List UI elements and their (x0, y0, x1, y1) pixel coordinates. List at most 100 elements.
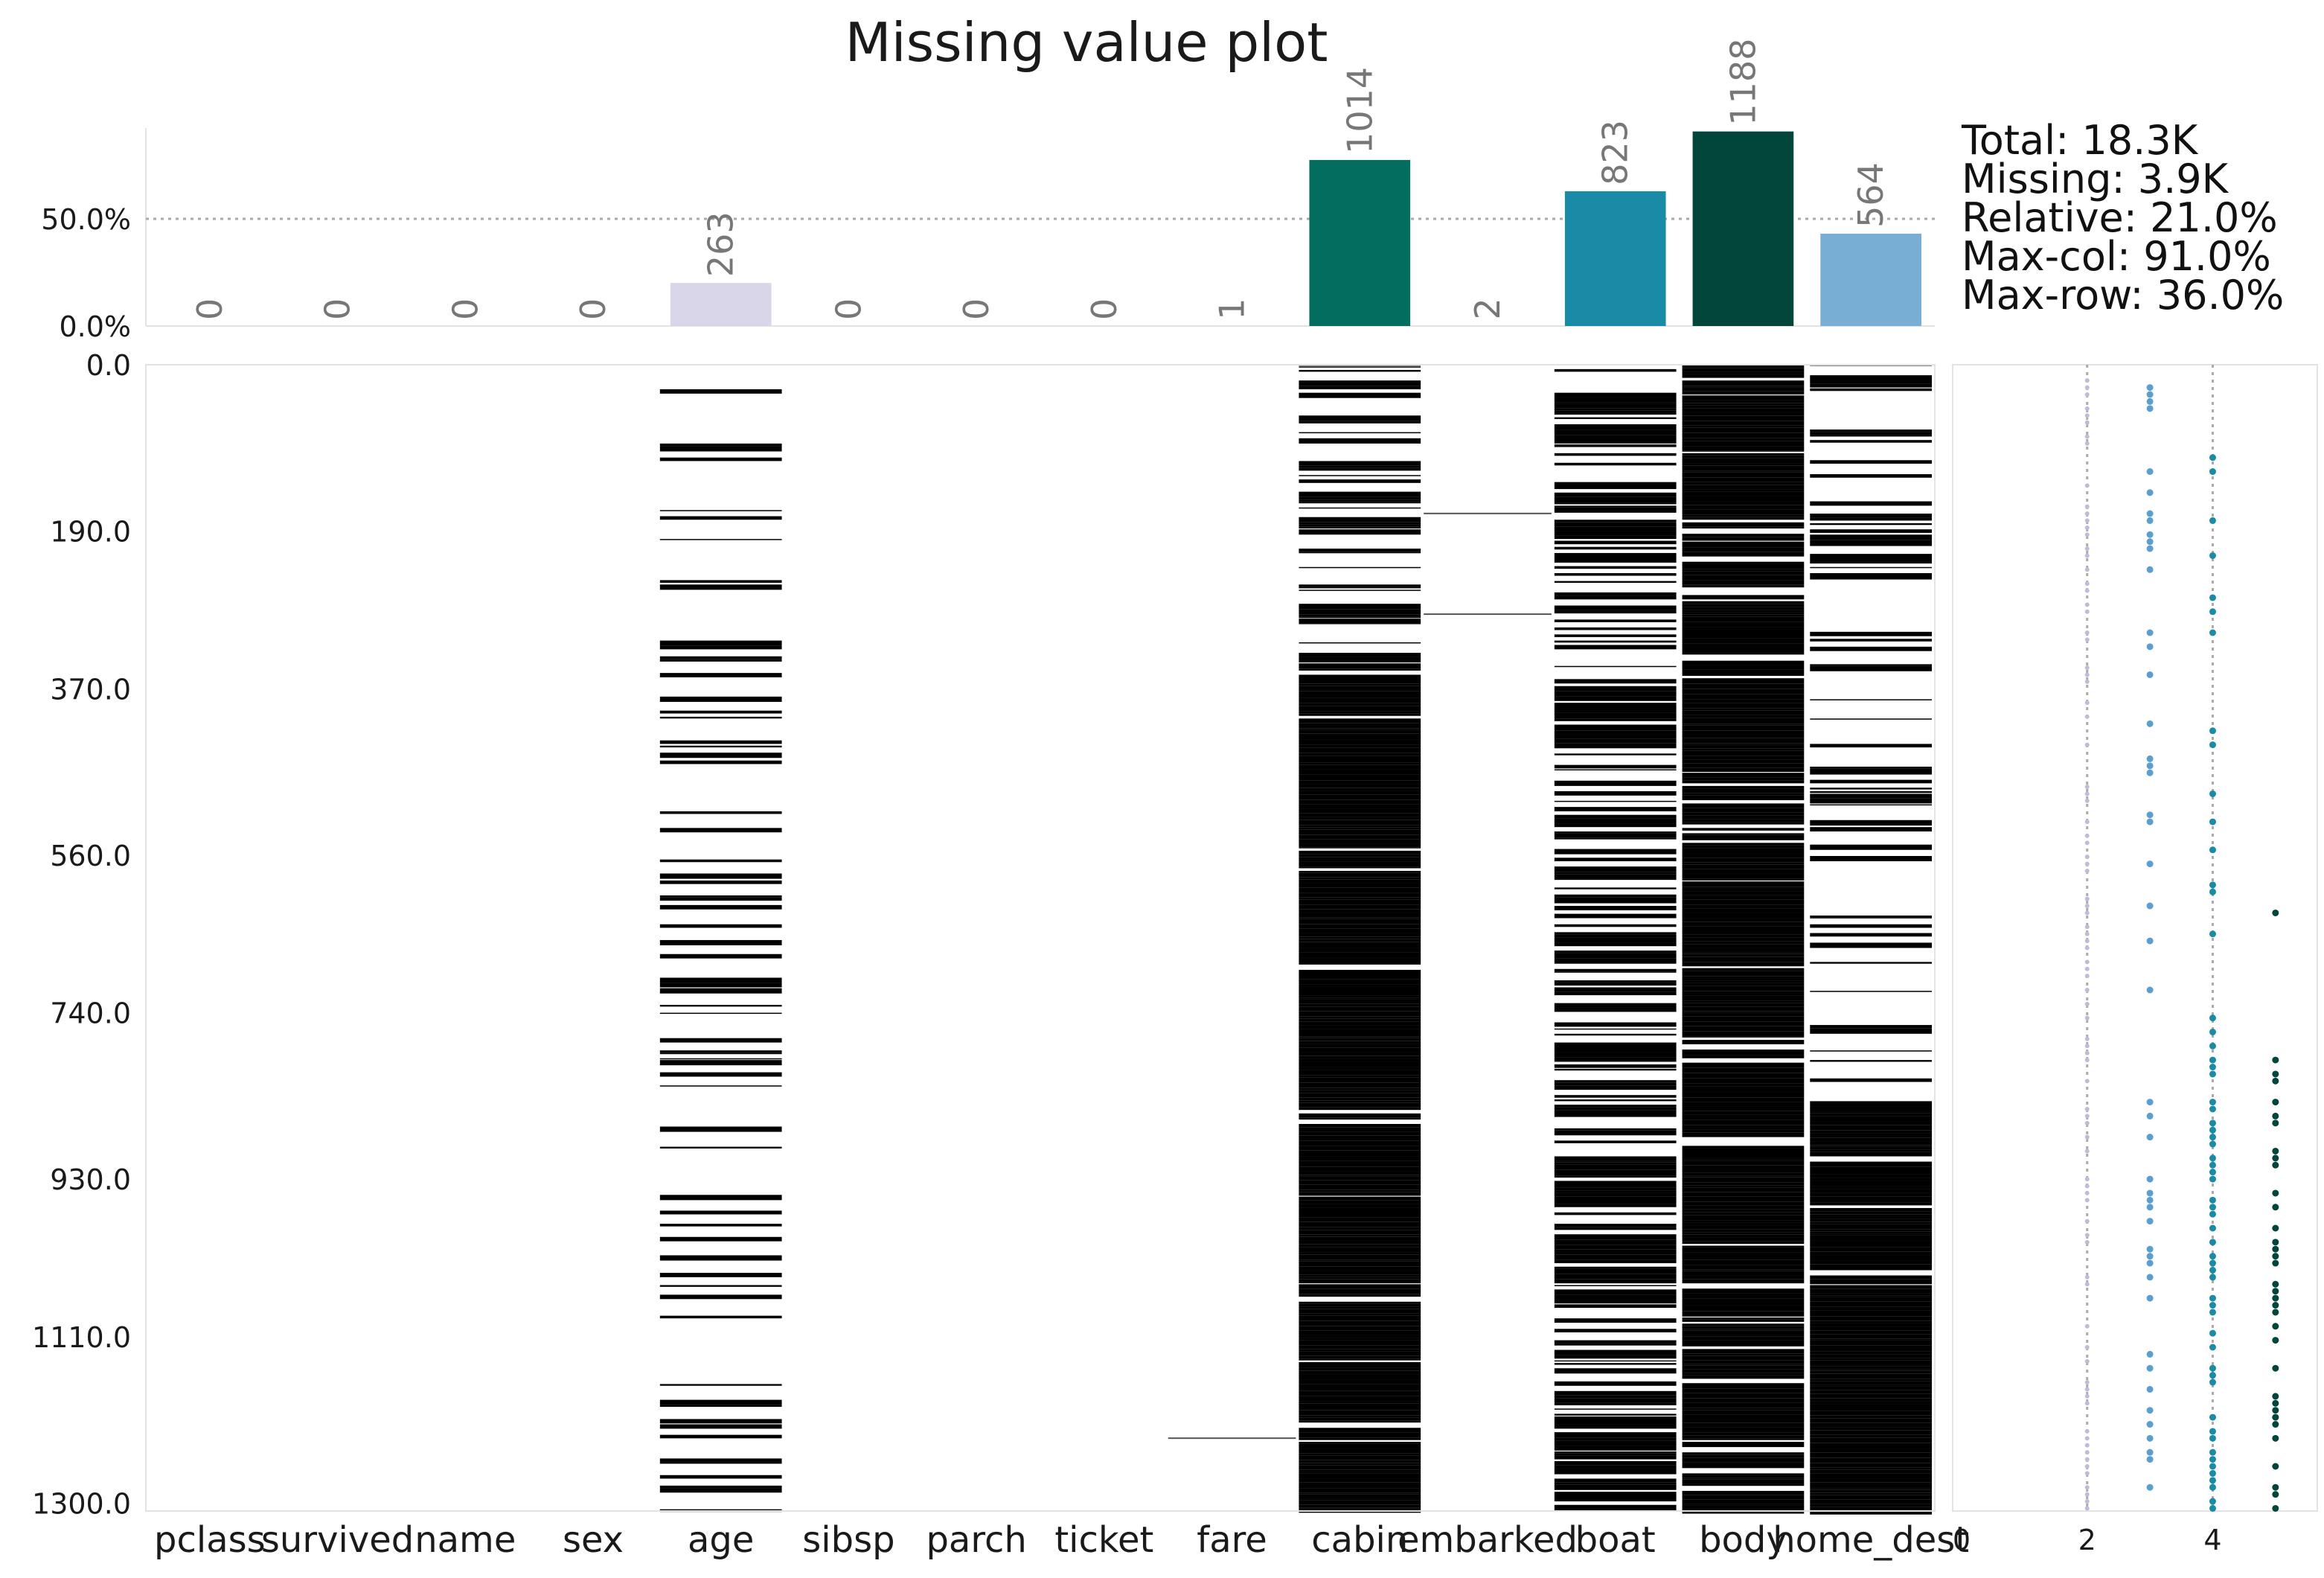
missing-run-body-25 (1682, 446, 1805, 447)
missing-run-cabin-179 (1299, 1093, 1421, 1098)
row-dot-3-39 (2146, 1364, 2154, 1372)
row-dot-4-6 (2209, 629, 2216, 636)
missing-run-cabin-52 (1299, 683, 1421, 686)
missing-run-age-8 (659, 584, 782, 590)
missing-run-age-25 (659, 828, 782, 833)
missing-run-body-99 (1682, 723, 1805, 726)
missing-run-body-42 (1682, 491, 1805, 496)
missing-run-home_dest-6 (1810, 432, 1932, 435)
missing-run-body-135 (1682, 843, 1805, 846)
missing-run-boat-12 (1554, 430, 1677, 432)
row-dot-2-17 (2084, 581, 2090, 587)
missing-run-home_dest-62 (1810, 1111, 1932, 1114)
row-dot-2-6 (2084, 434, 2090, 439)
missing-run-body-57 (1682, 561, 1805, 564)
row-dot-2-62 (2084, 1184, 2090, 1189)
missing-run-cabin-152 (1299, 1018, 1421, 1022)
missing-run-cabin-45 (1299, 657, 1421, 662)
missing-run-boat-111 (1554, 971, 1677, 973)
missing-run-body-196 (1682, 1031, 1805, 1037)
missing-run-body-319 (1682, 1462, 1805, 1464)
matrix-ytick-0: 0.0 (86, 349, 131, 382)
missing-run-body-311 (1682, 1428, 1805, 1433)
missing-run-body-318 (1682, 1457, 1805, 1463)
row-dot-4-46 (2209, 1372, 2216, 1379)
missing-run-age-54 (659, 1224, 782, 1227)
missing-run-cabin-35 (1299, 587, 1421, 589)
missing-run-age-51 (659, 1198, 782, 1201)
missing-run-cabin-229 (1299, 1267, 1421, 1271)
missing-run-cabin-200 (1299, 1167, 1421, 1172)
missing-run-cabin-116 (1299, 893, 1421, 895)
stat-missing: Missing: 3.9K (1962, 156, 2229, 202)
row-dot-5-24 (2272, 1364, 2279, 1372)
missing-run-home_dest-40 (1810, 793, 1932, 799)
missing-run-body-238 (1682, 1192, 1805, 1197)
missing-run-home_dest-127 (1810, 1323, 1932, 1327)
row-dot-4-42 (2209, 1309, 2216, 1316)
missing-run-body-39 (1682, 482, 1805, 485)
missing-run-cabin-305 (1299, 1496, 1421, 1499)
missing-run-body-68 (1682, 604, 1805, 607)
missing-run-boat-94 (1554, 894, 1677, 898)
missing-run-boat-186 (1554, 1349, 1677, 1355)
matrix-ytick-1: 190.0 (50, 516, 131, 549)
missing-run-home_dest-13 (1810, 517, 1932, 521)
missing-run-boat-176 (1554, 1285, 1677, 1286)
column-label-survived: survived (261, 1519, 414, 1561)
missing-run-cabin-5 (1299, 386, 1421, 389)
missing-run-boat-80 (1554, 815, 1677, 819)
missing-run-boat-167 (1554, 1250, 1677, 1255)
missing-run-cabin-211 (1299, 1204, 1421, 1208)
missing-run-body-118 (1682, 780, 1805, 784)
missing-run-cabin-36 (1299, 590, 1421, 591)
missing-run-cabin-71 (1299, 747, 1421, 753)
missing-run-cabin-129 (1299, 936, 1421, 938)
missing-run-boat-96 (1554, 901, 1677, 904)
row-dot-3-41 (2146, 1407, 2154, 1414)
row-dot-5-19 (2272, 1294, 2279, 1302)
missing-run-body-322 (1682, 1475, 1805, 1478)
row-dot-2-77 (2084, 1428, 2090, 1434)
bar-label-survived: 0 (318, 298, 358, 320)
missing-run-age-61 (659, 1384, 782, 1386)
missing-run-boat-218 (1554, 1485, 1677, 1490)
missing-run-age-11 (659, 656, 782, 659)
missing-run-body-94 (1682, 710, 1805, 712)
row-dot-3-13 (2146, 643, 2154, 651)
missing-run-home_dest-118 (1810, 1293, 1932, 1296)
missing-run-body-69 (1682, 607, 1805, 610)
missing-run-cabin-304 (1299, 1494, 1421, 1496)
missing-run-body-92 (1682, 703, 1805, 709)
missing-run-body-76 (1682, 633, 1805, 639)
row-dot-5-18 (2272, 1288, 2279, 1295)
row-dot-3-25 (2146, 1099, 2154, 1106)
missing-run-body-33 (1682, 463, 1805, 466)
missing-run-body-95 (1682, 711, 1805, 715)
missing-run-home_dest-157 (1810, 1407, 1932, 1411)
missing-run-body-120 (1682, 788, 1805, 793)
missing-run-age-0 (659, 389, 782, 394)
bar-age (670, 283, 772, 326)
missing-run-cabin-292 (1299, 1465, 1421, 1470)
row-dot-5-27 (2272, 1407, 2279, 1414)
missing-run-body-174 (1682, 952, 1805, 954)
missing-run-home_dest-142 (1810, 1370, 1932, 1374)
missing-run-home_dest-25 (1810, 578, 1932, 580)
missing-run-boat-101 (1554, 916, 1677, 919)
missing-run-home_dest-11 (1810, 501, 1932, 506)
row-dot-3-34 (2146, 1253, 2154, 1260)
bar-label-fare: 1 (1212, 298, 1252, 319)
missing-run-body-21 (1682, 432, 1805, 435)
missing-run-home_dest-91 (1810, 1211, 1932, 1213)
missing-run-boat-14 (1554, 435, 1677, 437)
missing-run-body-111 (1682, 756, 1805, 760)
missing-run-cabin-258 (1299, 1355, 1421, 1359)
missing-run-cabin-260 (1299, 1362, 1421, 1368)
missing-run-boat-132 (1554, 1095, 1677, 1098)
missing-run-body-10 (1682, 400, 1805, 403)
missing-run-cabin-112 (1299, 879, 1421, 884)
missing-run-body-188 (1682, 1003, 1805, 1005)
missing-run-body-31 (1682, 455, 1805, 459)
missing-run-home_dest-163 (1810, 1430, 1932, 1435)
